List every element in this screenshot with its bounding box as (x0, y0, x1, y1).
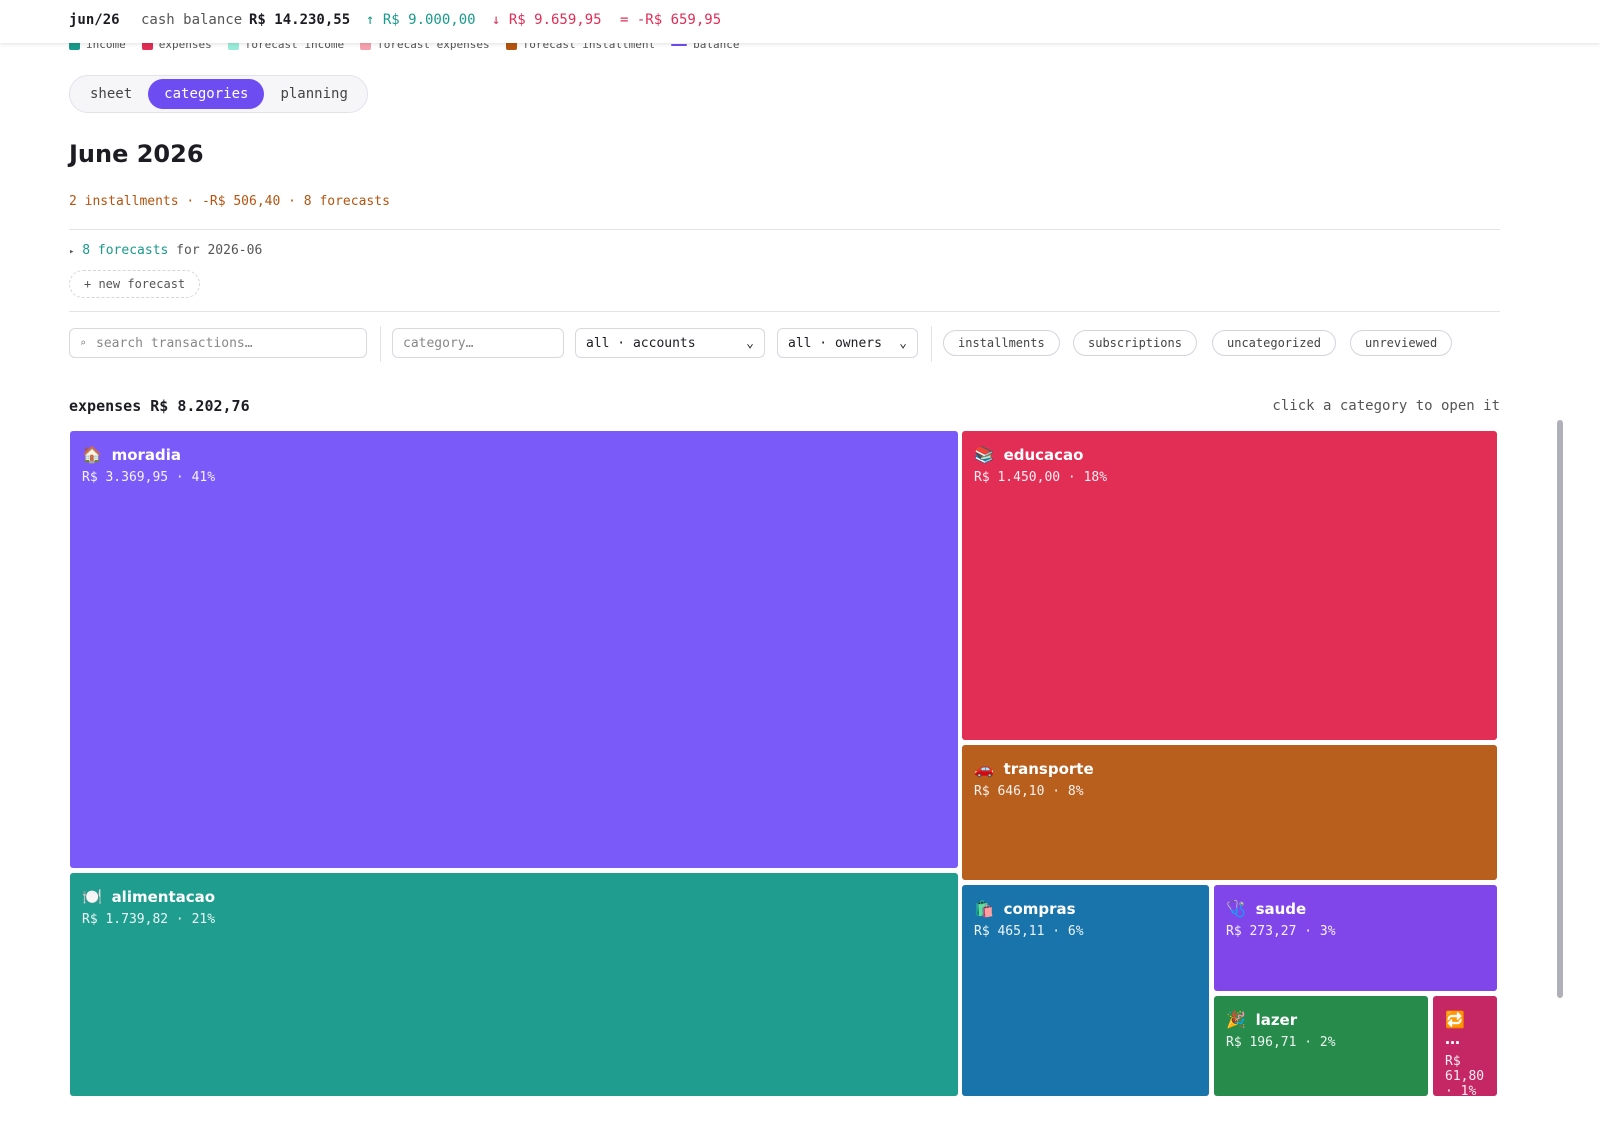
filter-chip[interactable]: unreviewed (1350, 330, 1453, 356)
tile-name: compras (1003, 900, 1076, 918)
view-tabs: sheet categories planning (69, 75, 368, 113)
tile-icon: 🎉 (1226, 1010, 1246, 1029)
tile-amount: R$ 1.739,82 · 21% (82, 912, 216, 927)
new-forecast-button[interactable]: + new forecast (69, 270, 201, 298)
tab[interactable]: categories (148, 79, 265, 109)
tile-name: moradia (111, 446, 182, 464)
income-total: ↑ R$ 9.000,00 (366, 12, 476, 28)
tile-head: 🎉 lazer (1226, 1010, 1416, 1029)
tile-icon: 🍽️ (82, 887, 102, 906)
tile-head: 🔁 … (1445, 1010, 1485, 1048)
net-total: = -R$ 659,95 (620, 12, 722, 28)
cash-value: R$ 14.230,55 (249, 12, 351, 28)
divider (69, 311, 1500, 312)
filter-chip[interactable]: uncategorized (1212, 330, 1336, 356)
category-tile[interactable]: 🍽️ alimentacao R$ 1.739,82 · 21% (70, 873, 958, 1096)
category-tile[interactable]: 🩺 saude R$ 273,27 · 3% (1214, 885, 1497, 991)
tile-amount: R$ 646,10 · 8% (974, 784, 1084, 799)
tile-name: … (1445, 1030, 1460, 1048)
select-value: all · accounts (586, 335, 696, 351)
category-tile[interactable]: 📚 educacao R$ 1.450,00 · 18% (962, 431, 1497, 740)
tile-amount: R$ 3.369,95 · 41% (82, 470, 216, 485)
expenses-total: ↓ R$ 9.659,95 (492, 12, 602, 28)
placeholder: search transactions… (96, 335, 253, 351)
month: jun/26 (69, 12, 120, 28)
forecast-period: for 2026-06 (176, 243, 263, 258)
tile-amount: R$ 1.450,00 · 18% (974, 470, 1108, 485)
tile-head: 🍽️ alimentacao (82, 887, 946, 906)
tile-amount: R$ 196,71 · 2% (1226, 1035, 1336, 1050)
category-tile[interactable]: 🔁 … R$ 61,80 · 1% (1433, 996, 1497, 1096)
owners-select[interactable]: all · owners ⌄ (777, 328, 918, 358)
category-tile[interactable]: 🚗 transporte R$ 646,10 · 8% (962, 745, 1497, 880)
tile-amount: R$ 61,80 · 1% (1445, 1054, 1485, 1096)
tile-name: saude (1255, 900, 1307, 918)
tile-head: 🏠 moradia (82, 445, 946, 464)
tile-name: alimentacao (111, 888, 216, 906)
tile-icon: 🔁 (1445, 1010, 1465, 1029)
treemap-title: expenses R$ 8.202,76 (69, 397, 250, 415)
page-title: June 2026 (69, 140, 204, 168)
tile-name: transporte (1003, 760, 1094, 778)
tile-amount: R$ 465,11 · 6% (974, 924, 1084, 939)
category-tile[interactable]: 🛍️ compras R$ 465,11 · 6% (962, 885, 1209, 1096)
separator (380, 326, 381, 362)
summary: 2 installments · -R$ 506,40 · 8 forecast… (69, 194, 390, 209)
category-tile[interactable]: 🏠 moradia R$ 3.369,95 · 41% (70, 431, 958, 868)
tile-icon: 🏠 (82, 445, 102, 464)
treemap-hint: click a category to open it (1272, 398, 1500, 414)
tile-head: 📚 educacao (974, 445, 1485, 464)
tile-name: educacao (1003, 446, 1084, 464)
search-input[interactable]: ⌕ search transactions… (69, 328, 367, 358)
tile-icon: 🛍️ (974, 899, 994, 918)
forecast-count: 8 forecasts (82, 243, 169, 258)
tile-head: 🛍️ compras (974, 899, 1197, 918)
tile-head: 🩺 saude (1226, 899, 1485, 918)
cash-label: cash balance (141, 12, 243, 28)
tile-amount: R$ 273,27 · 3% (1226, 924, 1336, 939)
select-value: all · owners (788, 335, 882, 351)
scrollbar (1557, 420, 1563, 998)
category-input[interactable]: category… (392, 328, 564, 358)
tile-icon: 🩺 (1226, 899, 1246, 918)
divider (69, 229, 1500, 230)
category-tile[interactable]: 🎉 lazer R$ 196,71 · 2% (1214, 996, 1428, 1096)
filter-chip[interactable]: subscriptions (1073, 330, 1197, 356)
arrow: ▸ (69, 247, 75, 257)
separator (931, 326, 932, 362)
tile-icon: 📚 (974, 445, 994, 464)
tile-name: lazer (1255, 1011, 1298, 1029)
tile-head: 🚗 transporte (974, 759, 1485, 778)
top-bar: jun/26 cash balance R$ 14.230,55 ↑ R$ 9.… (0, 0, 1600, 43)
tile-icon: 🚗 (974, 759, 994, 778)
accounts-select[interactable]: all · accounts ⌄ (575, 328, 765, 358)
forecast-toggle[interactable]: ▸ 8 forecasts for 2026-06 (69, 243, 262, 258)
tab[interactable]: sheet (90, 86, 133, 102)
tab[interactable]: planning (280, 86, 348, 102)
filter-chip[interactable]: installments (943, 330, 1060, 356)
